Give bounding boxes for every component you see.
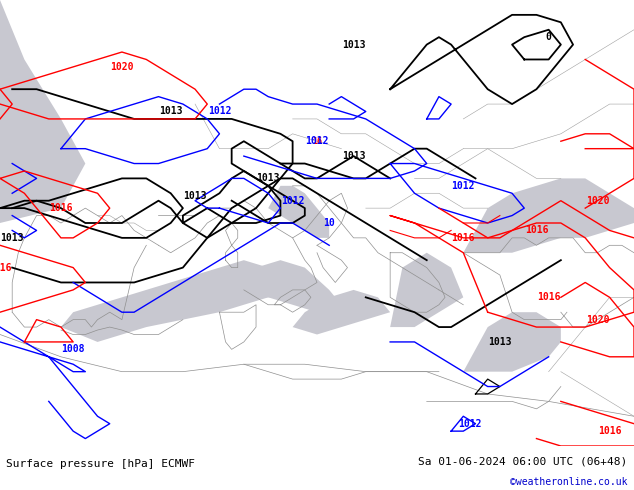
Polygon shape: [293, 290, 390, 335]
Text: 1008: 1008: [61, 344, 85, 354]
Text: ©weatheronline.co.uk: ©weatheronline.co.uk: [510, 477, 628, 487]
Text: 1016: 1016: [0, 263, 12, 272]
Text: 1013: 1013: [488, 337, 512, 347]
Text: 16: 16: [312, 137, 322, 146]
Text: 0: 0: [546, 32, 552, 42]
Text: 1012: 1012: [208, 106, 231, 117]
Text: 1012: 1012: [451, 181, 475, 191]
Polygon shape: [390, 253, 463, 327]
Text: 1016: 1016: [49, 203, 73, 213]
Text: Surface pressure [hPa] ECMWF: Surface pressure [hPa] ECMWF: [6, 459, 195, 468]
Text: 1016: 1016: [598, 426, 621, 436]
Text: 1012: 1012: [305, 136, 329, 146]
Text: 1013: 1013: [257, 173, 280, 183]
Text: 1016: 1016: [537, 293, 560, 302]
Polygon shape: [0, 0, 86, 223]
Text: Sa 01-06-2024 06:00 UTC (06+48): Sa 01-06-2024 06:00 UTC (06+48): [418, 456, 628, 466]
Text: 1013: 1013: [342, 40, 365, 49]
Text: 1020: 1020: [586, 315, 609, 325]
Polygon shape: [61, 260, 305, 342]
Text: 1012: 1012: [281, 196, 304, 206]
Text: 1013: 1013: [342, 151, 365, 161]
Polygon shape: [244, 260, 341, 312]
Text: 1020: 1020: [586, 196, 609, 206]
Text: 1016: 1016: [525, 225, 548, 235]
Polygon shape: [268, 186, 329, 238]
Text: 1013: 1013: [159, 106, 183, 117]
Text: 1012: 1012: [458, 418, 481, 429]
Text: 1016: 1016: [451, 233, 475, 243]
Polygon shape: [463, 312, 561, 372]
Text: 1020: 1020: [110, 62, 134, 72]
Text: 10: 10: [323, 218, 335, 228]
Text: 1013: 1013: [183, 191, 207, 201]
Polygon shape: [463, 178, 634, 253]
Text: 1013: 1013: [1, 233, 24, 243]
